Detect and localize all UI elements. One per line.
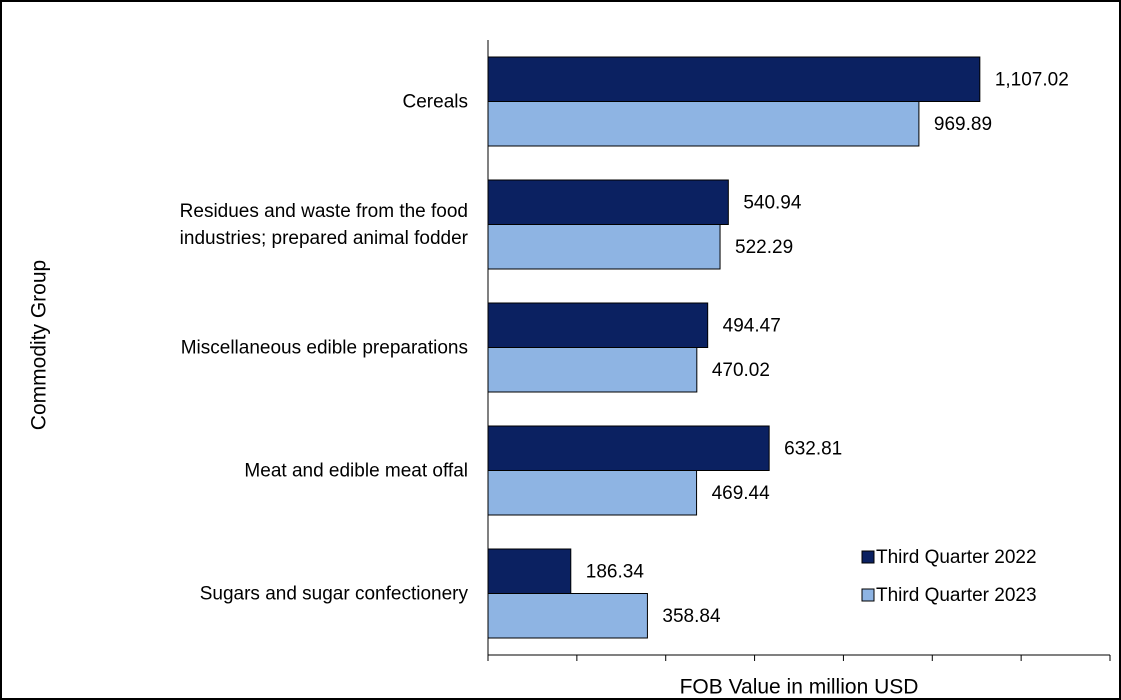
bar xyxy=(487,548,572,594)
bar xyxy=(487,425,770,471)
value-label: 632.81 xyxy=(784,438,842,459)
value-label: 186.34 xyxy=(586,561,645,582)
category-label: Sugars and sugar confectionery xyxy=(199,583,468,604)
bar xyxy=(487,347,698,393)
value-label: 969.89 xyxy=(934,114,992,135)
value-label: 358.84 xyxy=(662,606,721,627)
y-axis-title: Commodity Group xyxy=(28,260,51,430)
legend-label: Third Quarter 2022 xyxy=(876,547,1037,568)
bar xyxy=(487,179,729,225)
value-label: 470.02 xyxy=(712,360,770,381)
legend-label: Third Quarter 2023 xyxy=(876,585,1037,606)
bar xyxy=(487,56,981,102)
bar xyxy=(487,593,648,639)
legend-swatch xyxy=(861,550,875,564)
value-label: 540.94 xyxy=(743,192,802,213)
bar xyxy=(487,101,920,147)
category-label: Miscellaneous edible preparations xyxy=(180,337,468,358)
value-label: 494.47 xyxy=(723,315,781,336)
category-label: Cereals xyxy=(402,91,468,112)
legend-swatch xyxy=(861,588,875,602)
category-label: Residues and waste from the food industr… xyxy=(179,200,468,249)
bar xyxy=(487,470,698,516)
value-label: 522.29 xyxy=(735,237,793,258)
value-label: 1,107.02 xyxy=(995,69,1069,90)
bar xyxy=(487,302,709,348)
category-label: Meat and edible meat offal xyxy=(244,460,468,481)
bar xyxy=(487,224,721,270)
x-axis-title: FOB Value in million USD xyxy=(680,676,919,699)
value-label: 469.44 xyxy=(712,483,771,504)
